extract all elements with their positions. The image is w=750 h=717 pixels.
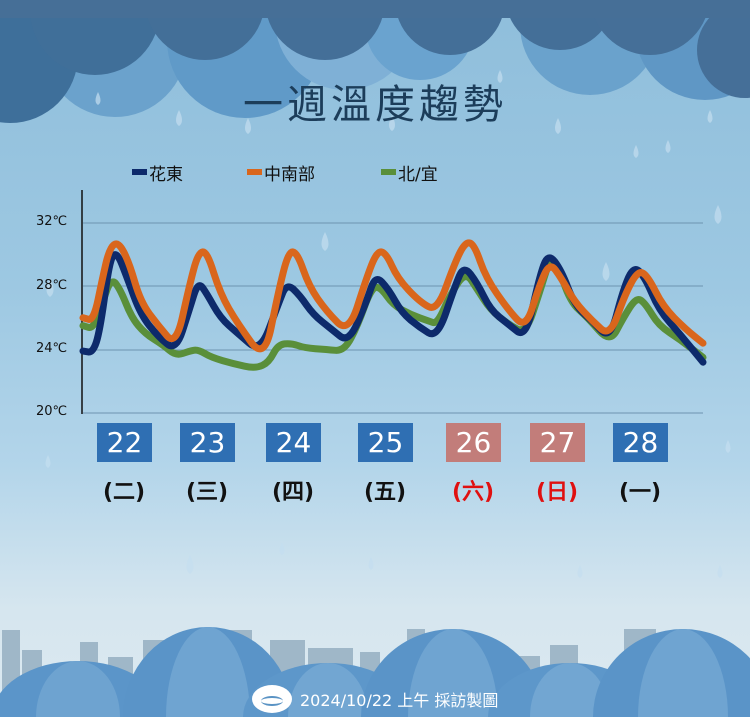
series-lines bbox=[79, 239, 707, 371]
date-badge: 24 bbox=[266, 423, 321, 462]
legend-item-south-central: 中南部 bbox=[247, 160, 315, 185]
legend-label: 中南部 bbox=[264, 164, 315, 185]
clouds bbox=[0, 0, 750, 123]
page-title: 一週溫度趨勢 bbox=[243, 82, 507, 128]
weekday-label: (五) bbox=[363, 480, 407, 505]
weekday-label: (四) bbox=[271, 480, 315, 505]
series-line-1 bbox=[79, 239, 707, 353]
y-tick-label: 32℃ bbox=[36, 214, 68, 229]
series-line-2 bbox=[79, 257, 707, 371]
date-badge: 23 bbox=[180, 423, 235, 462]
footer-text: 2024/10/22 上午 採訪製圖 bbox=[300, 691, 499, 710]
weekday-label: (一) bbox=[618, 480, 662, 505]
date-badge: 26 bbox=[446, 423, 501, 462]
weekday-label: (日) bbox=[535, 480, 579, 505]
date-badge: 25 bbox=[358, 423, 413, 462]
legend-swatch bbox=[381, 169, 396, 175]
date-badge: 22 bbox=[97, 423, 152, 462]
raindrops bbox=[45, 70, 731, 578]
cna-logo-icon bbox=[252, 685, 292, 713]
legend-label: 花東 bbox=[149, 164, 183, 185]
weekday-label: (六) bbox=[451, 480, 495, 505]
weekday-label: (二) bbox=[102, 480, 146, 505]
legend-swatch bbox=[247, 169, 262, 175]
legend-item-huadong: 花東 bbox=[132, 160, 183, 185]
legend-label: 北/宜 bbox=[398, 164, 438, 185]
legend-item-north-yilan: 北/宜 bbox=[381, 160, 438, 185]
y-tick-label: 20℃ bbox=[36, 404, 68, 419]
umbrellas bbox=[0, 627, 750, 717]
date-badge: 27 bbox=[530, 423, 585, 462]
grid-lines bbox=[83, 222, 703, 414]
date-badge: 28 bbox=[613, 423, 668, 462]
y-tick-label: 28℃ bbox=[36, 278, 68, 293]
footer: 2024/10/22 上午 採訪製圖 bbox=[252, 684, 498, 714]
y-tick-label: 24℃ bbox=[36, 341, 68, 356]
legend-swatch bbox=[132, 169, 147, 175]
weekday-label: (三) bbox=[185, 480, 229, 505]
